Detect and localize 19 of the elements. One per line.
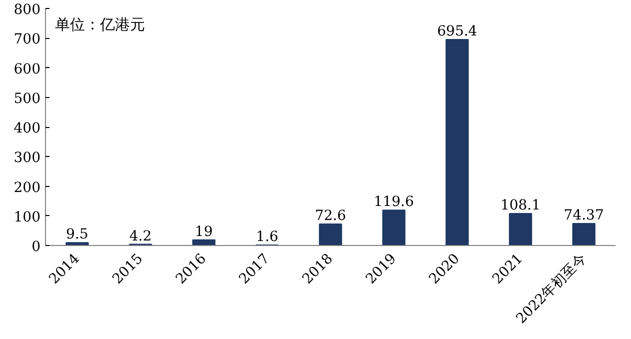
y-tick-label: 200 bbox=[14, 180, 41, 196]
y-tick-label: 500 bbox=[14, 90, 41, 107]
data-label: 4.2 bbox=[129, 228, 152, 244]
y-tick-label: 600 bbox=[14, 61, 41, 78]
data-label: 108.1 bbox=[500, 197, 541, 214]
data-label: 72.6 bbox=[314, 208, 346, 224]
y-tick-label: 0 bbox=[32, 239, 41, 255]
annotation: 单位：亿港元 bbox=[55, 16, 145, 34]
y-tick-label: 700 bbox=[14, 32, 41, 48]
y-tick-label: 800 bbox=[14, 2, 41, 18]
data-label: 9.5 bbox=[66, 226, 88, 243]
data-label: 119.6 bbox=[374, 194, 414, 210]
y-tick-label: 100 bbox=[14, 209, 41, 226]
data-label: 19 bbox=[194, 224, 213, 240]
data-label: 74.37 bbox=[564, 207, 604, 224]
data-label: 1.6 bbox=[256, 229, 278, 246]
y-tick-label: 400 bbox=[14, 120, 41, 136]
y-tick-label: 300 bbox=[14, 150, 41, 166]
data-label: 695.4 bbox=[437, 23, 478, 40]
